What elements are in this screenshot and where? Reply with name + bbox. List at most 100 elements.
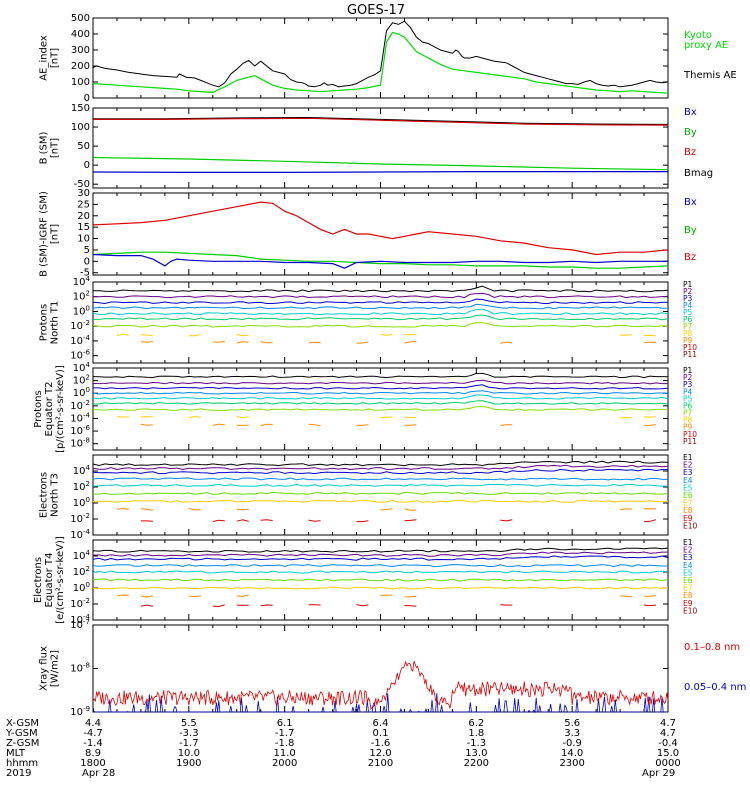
time-axis-value: 3.3	[564, 728, 580, 739]
channel-segment	[356, 424, 369, 426]
channel-segment	[260, 341, 273, 344]
legend-entry: E8	[683, 591, 693, 600]
y-tick-label: 10-4	[70, 613, 90, 626]
channel-line	[92, 314, 669, 321]
legend-entry: E3	[683, 553, 693, 562]
channel-line	[92, 292, 669, 299]
channel-line	[92, 551, 668, 557]
channel-segment	[404, 508, 417, 511]
legend-entry: Bx	[684, 197, 697, 208]
legend-entry: P6	[683, 401, 693, 410]
channel-segment	[236, 341, 249, 344]
channel-segment	[643, 416, 657, 418]
plot-title: GOES-17	[347, 3, 405, 18]
legend-entry: E1	[683, 453, 693, 462]
legend-entry: P9	[683, 423, 693, 432]
time-axis-row-label: 2019	[6, 768, 31, 779]
y-tick-label: 5	[84, 245, 90, 256]
time-axis-value: -1.7	[179, 738, 199, 749]
time-axis-value: 14.0	[561, 748, 583, 759]
channel-segment	[212, 341, 225, 343]
legend-entry: P1	[683, 280, 693, 289]
channel-segment	[212, 423, 225, 426]
time-axis-value: 6.2	[468, 718, 484, 729]
time-axis-value: 1.8	[468, 728, 484, 739]
y-tick-label: 10-9	[70, 705, 90, 718]
series-line	[92, 201, 669, 256]
legend-entry: P5	[683, 308, 693, 317]
time-axis-value: -0.4	[658, 738, 678, 749]
y-axis-label: Protons	[39, 304, 50, 341]
y-tick-label: 25	[77, 199, 90, 210]
channel-segment	[116, 507, 129, 510]
channel-line	[92, 499, 668, 503]
channel-segment	[308, 519, 321, 522]
channel-segment	[308, 423, 321, 426]
y-tick-label: -5	[80, 268, 90, 279]
time-axis-value: -1.7	[275, 728, 295, 739]
time-axis-value: 4.7	[660, 718, 676, 729]
channel-line	[92, 400, 669, 405]
y-axis-label: North T1	[50, 301, 61, 345]
legend-entry: E10	[683, 606, 698, 615]
legend-entry: P4	[683, 301, 693, 310]
channel-line	[92, 578, 669, 582]
channel-line	[92, 547, 669, 553]
y-tick-label: 300	[71, 45, 90, 56]
channel-line	[92, 372, 669, 379]
channel-segment	[643, 341, 657, 344]
time-axis-row-label: hhmm	[6, 758, 38, 769]
channel-segment	[212, 604, 225, 608]
channel-line	[92, 303, 669, 310]
y-tick-label: 100	[71, 77, 90, 88]
channel-segment	[188, 508, 201, 511]
channel-segment	[140, 423, 153, 426]
y-tick-label: 10	[77, 234, 90, 245]
channel-segment	[500, 604, 513, 606]
y-tick-label: 10-2	[70, 399, 90, 412]
channel-segment	[188, 333, 201, 337]
channel-segment	[236, 416, 249, 419]
legend-entry: P7	[683, 409, 693, 418]
y-axis-label: Electrons	[33, 557, 44, 603]
channel-segment	[643, 424, 657, 426]
y-tick-label: 102	[73, 565, 90, 578]
legend-entry: By	[684, 127, 697, 138]
channel-segment	[500, 424, 513, 426]
time-axis-table: X-GSM 4.4 5.5 6.1 6.4 6.2 5.6 4.7Y-GSM -4.7 -3.3-…	[5, 718, 681, 779]
y-axis-label: North T3	[50, 473, 61, 517]
legend-entry: P4	[683, 387, 693, 396]
channel-segment	[500, 519, 513, 522]
legend-entry: E9	[683, 599, 693, 608]
y-tick-label: 100	[73, 304, 90, 317]
y-tick-label: 104	[73, 549, 91, 562]
time-axis-value: -0.9	[562, 738, 582, 749]
legend-entry: Themis AE	[683, 70, 737, 81]
legend-entry: E2	[683, 546, 693, 555]
time-axis-value: -1.6	[371, 738, 391, 749]
panel-bsm: -50 0 50 100 150 B (SM) [nT] Bx By Bz Bmag	[39, 103, 714, 190]
legend-entry: E3	[683, 468, 693, 477]
channel-segment	[380, 334, 393, 336]
legend-entry: E7	[683, 584, 693, 593]
legend-entry: Bz	[684, 252, 696, 263]
y-tick-label: 10-7	[70, 618, 90, 631]
y-axis-label: [e/(cm²-s-sr-keV)]	[55, 536, 66, 624]
channel-line	[92, 468, 669, 475]
panel-xray: 10-7 10-8 10-9 Xray flux [W/m2] 0.1–0.8 nm 0.0…	[39, 618, 747, 718]
channel-segment	[356, 604, 369, 607]
channel-segment	[380, 508, 393, 511]
y-tick-label: 0	[84, 160, 90, 171]
y-tick-label: 102	[73, 480, 90, 493]
channel-segment	[116, 333, 129, 337]
legend-entry: P11	[683, 350, 697, 359]
time-axis-row-label: MLT	[6, 748, 26, 759]
channel-line	[92, 477, 669, 481]
y-tick-label: 104	[73, 275, 91, 288]
legend-entry: Bx	[684, 107, 697, 118]
time-axis-value: 1800	[80, 758, 105, 769]
legend-entry: E2	[683, 461, 693, 470]
